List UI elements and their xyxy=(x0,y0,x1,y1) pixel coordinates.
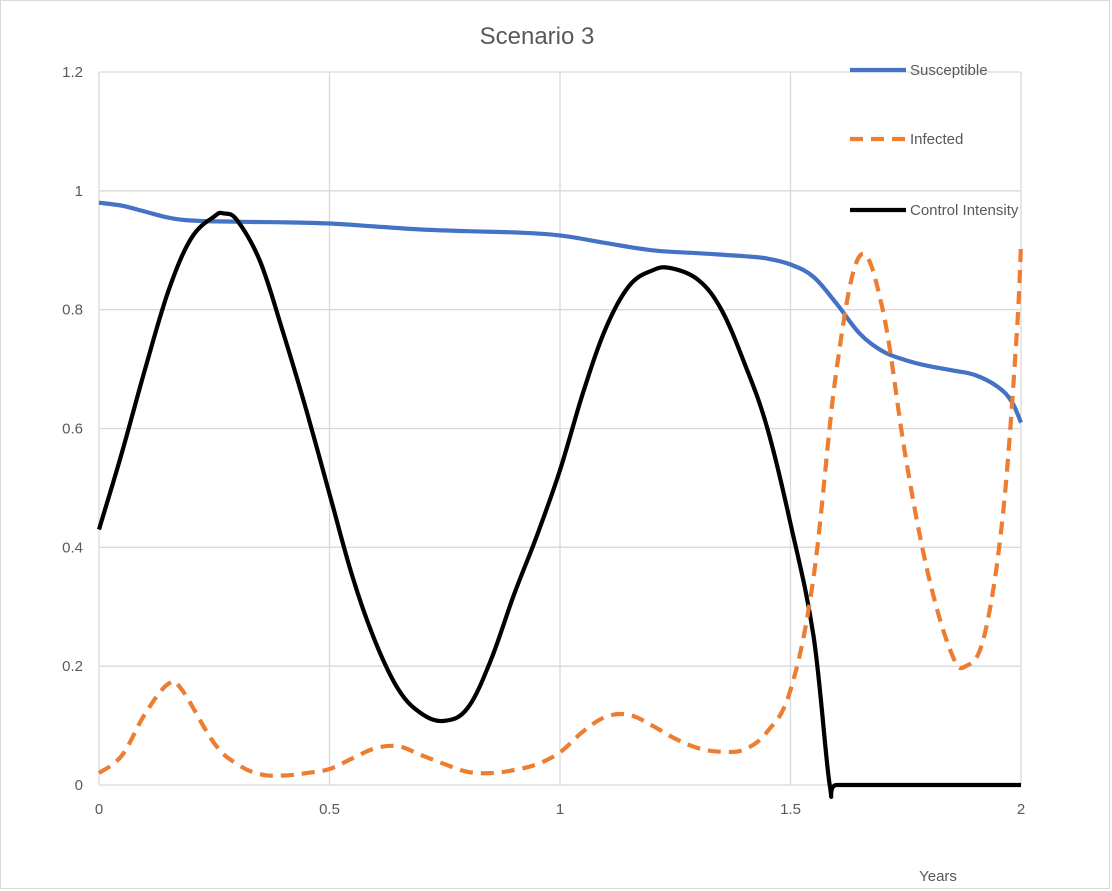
x-tick-label: 1.5 xyxy=(780,801,801,818)
series-line-susceptible xyxy=(98,200,1023,424)
x-axis-ticks: 0 0.5 1 1.5 2 xyxy=(95,801,1025,818)
series-line-infected xyxy=(97,244,1024,778)
x-tick-label: 0 xyxy=(95,801,103,818)
y-axis-ticks: 0 0.2 0.4 0.6 0.8 1 1.2 xyxy=(62,64,83,794)
y-tick-label: 0.6 xyxy=(62,421,83,438)
y-tick-label: 0 xyxy=(75,777,83,794)
x-tick-label: 0.5 xyxy=(319,801,340,818)
series-line-control-intensity xyxy=(96,210,1021,799)
y-tick-label: 0.8 xyxy=(62,302,83,319)
x-tick-label: 1 xyxy=(556,801,564,818)
y-tick-label: 0.2 xyxy=(62,658,83,675)
legend-label-control-intensity: Control Intensity xyxy=(910,202,1019,219)
legend-label-susceptible: Susceptible xyxy=(910,62,988,79)
y-tick-label: 0.4 xyxy=(62,539,83,556)
y-tick-label: 1.2 xyxy=(62,64,83,81)
y-tick-label: 1 xyxy=(75,183,83,200)
chart-title: Scenario 3 xyxy=(480,23,595,50)
series-lines xyxy=(96,200,1024,799)
x-tick-label: 2 xyxy=(1017,801,1025,818)
gridlines xyxy=(98,71,1022,786)
legend-label-infected: Infected xyxy=(910,131,963,148)
legend: Susceptible Infected Control Intensity xyxy=(850,62,1019,219)
x-axis-label: Years xyxy=(919,868,957,885)
